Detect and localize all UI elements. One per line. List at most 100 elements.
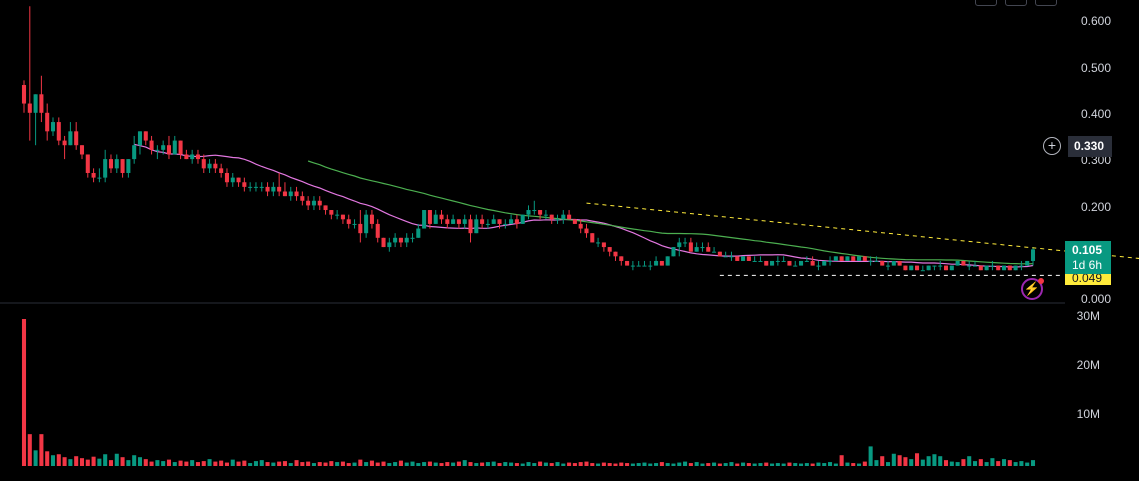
candle-body [1007,265,1012,271]
candle-body [352,223,357,225]
candle-body [700,247,705,249]
candle-body [572,219,577,224]
volume-bar [364,462,369,466]
volume-bar [311,463,316,466]
candle-body [990,265,995,267]
candle-body [822,260,827,266]
candle-body [932,265,937,267]
candle-body [619,256,624,261]
volume-bar [195,462,200,466]
volume-bar [781,463,786,466]
candle-body [468,219,473,234]
volume-bar [323,462,328,466]
candle-body [427,210,432,224]
candle-body [688,242,693,252]
candle-body [955,260,960,266]
candle-body [311,200,316,206]
volume-bar [398,460,403,466]
candle-body [21,85,27,104]
price-tick-label: 0.200 [1080,200,1111,214]
current-price-badge: 0.105 1d 6h [1065,241,1111,274]
candle-body [642,265,647,267]
volume-bar [741,462,746,466]
volume-bar [845,462,850,466]
candle-body [190,154,195,160]
candle-body [474,219,479,234]
candle-body [364,214,369,234]
candle-body [961,260,966,266]
candle-body [746,256,751,261]
lightning-icon[interactable]: ⚡ [1021,278,1043,300]
candle-body [509,219,514,224]
volume-bar [677,462,682,466]
candle-body [810,260,815,266]
candle-body [538,210,543,215]
volume-bar [485,462,490,466]
toolbar-button-middle[interactable] [1005,0,1027,6]
candle-body [103,159,108,178]
candle-body [393,237,398,243]
candle-body [172,140,177,155]
candle-body [752,260,757,262]
candle-body [793,265,798,267]
volume-bar [839,455,844,466]
volume-bar [555,462,560,466]
volume-bar [787,462,792,466]
volume-bar [717,463,722,466]
volume-bar [149,461,154,466]
candle-body [532,210,537,212]
volume-bar [166,459,172,466]
candle-body [416,228,421,238]
volume-bar [509,462,514,466]
candle-body [799,260,804,266]
candle-body [259,186,264,188]
volume-bar [393,462,398,466]
volume-bar [91,456,96,466]
candle-body [236,177,241,183]
volume-bar [758,463,763,466]
volume-bar [816,462,821,466]
volume-bar [265,462,270,466]
candle-body [1025,260,1030,266]
candle-body [451,219,456,224]
candle-body [323,205,328,211]
volume-bar [833,463,838,466]
candle-body [567,214,572,220]
candle-body [503,223,508,225]
volume-bar [793,463,798,466]
volume-bar [880,456,885,466]
candle-body [33,94,38,113]
price-tick-label: 0.400 [1080,107,1111,121]
candle-body [839,256,844,261]
volume-bar [201,461,206,466]
candle-body [972,265,978,267]
volume-bar [236,461,241,466]
volume-bar [897,455,902,466]
toolbar-button-right[interactable] [1035,0,1057,6]
volume-bar [213,461,218,466]
candle-body [497,219,502,224]
add-alert-plus-icon[interactable]: + [1043,137,1061,155]
candle-body [462,219,467,224]
candle-body [195,154,200,160]
candle-body [224,172,229,183]
toolbar-button-left[interactable] [975,0,997,6]
candle-body [671,247,676,257]
candle-body [485,223,490,225]
volume-bar [659,462,664,466]
volume-bar [642,462,647,466]
volume-bar [903,457,908,466]
candle-body [897,260,902,266]
candle-body [520,214,525,224]
volume-bar [810,463,815,466]
volume-bar [253,461,258,466]
candle-body [317,200,322,206]
candle-body [39,94,44,113]
volume-bar [520,463,525,466]
volume-bar [340,461,345,466]
candle-body [294,191,299,197]
candle-body [677,242,682,248]
candle-body [166,145,172,155]
candle-body [1030,249,1036,261]
